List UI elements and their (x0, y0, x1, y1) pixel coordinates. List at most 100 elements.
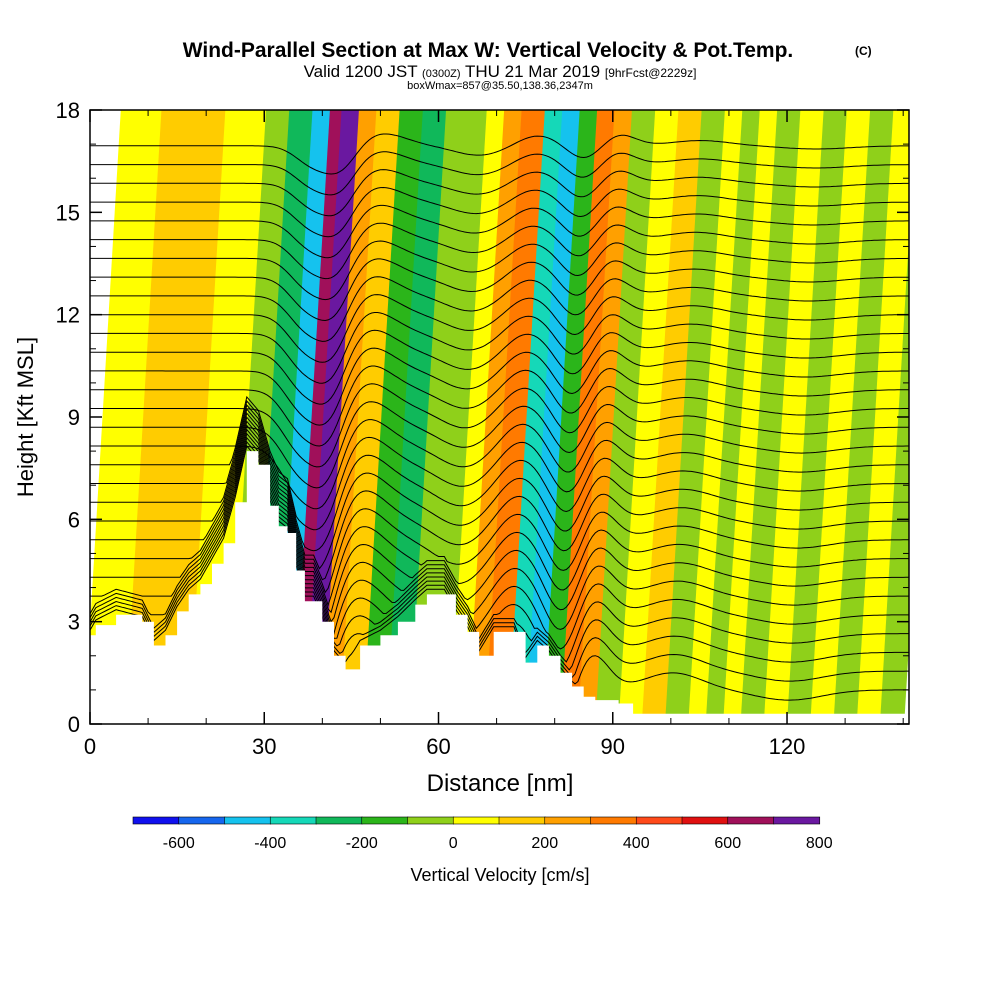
y-axis-label: Height [Kft MSL] (13, 337, 38, 497)
velocity-band (467, 110, 523, 724)
velocity-band (856, 110, 909, 724)
theta-contour (90, 347, 909, 426)
theta-contour (90, 204, 909, 259)
theta-contour (90, 432, 909, 663)
theta-contour (90, 365, 909, 447)
chart-subtitle: Valid 1200 JST (0300Z) THU 21 Mar 2019 [… (304, 62, 697, 81)
y-axis-ticks: 0 3 6 9 12 15 18 (56, 98, 909, 737)
theta-contour (90, 412, 909, 594)
colorbar-swatch (727, 816, 775, 825)
potential-temperature-contours (90, 133, 909, 701)
colorbar-tick-label: 600 (714, 835, 741, 852)
colorbar-swatch (132, 816, 180, 825)
velocity-band (705, 110, 761, 724)
plot-area (90, 110, 909, 724)
theta-contour (90, 312, 909, 384)
velocity-band (293, 110, 343, 724)
colorbar-swatch (773, 816, 821, 825)
y-tick-label: 3 (68, 610, 80, 635)
y-tick-label: 15 (56, 200, 80, 225)
velocity-band (153, 110, 227, 724)
velocity-band (484, 110, 546, 724)
colorbar-swatch (361, 816, 409, 825)
colorbar (132, 816, 821, 825)
y-tick-label: 0 (68, 712, 80, 737)
colorbar-label: Vertical Velocity [cm/s] (410, 865, 589, 885)
theta-contour (90, 416, 909, 607)
velocity-band (560, 110, 616, 724)
theta-contour (90, 258, 909, 322)
terrain-mask (90, 451, 909, 724)
valid-utc: (0300Z) (422, 68, 461, 80)
x-tick-label: 120 (769, 734, 806, 759)
theta-contour (90, 428, 909, 650)
velocity-band (688, 110, 744, 724)
colorbar-swatch (407, 816, 455, 825)
chart-title: Wind-Parallel Section at Max W: Vertical… (183, 39, 794, 62)
x-tick-label: 60 (426, 734, 450, 759)
theta-contour (90, 169, 909, 217)
velocity-band (339, 110, 401, 724)
velocity-band (409, 110, 488, 724)
theta-contour (90, 186, 909, 238)
colorbar-swatch (544, 816, 592, 825)
theta-contour (90, 419, 909, 510)
velocity-band (723, 110, 779, 724)
colorbar-ticks: -600 -400 -200 0 200 400 600 800 (163, 835, 833, 852)
velocity-band (810, 110, 872, 724)
colorbar-swatch (590, 816, 638, 825)
colorbar-tick-label: 0 (449, 835, 458, 852)
velocity-band (90, 110, 163, 724)
colorbar-swatch (178, 816, 226, 825)
theta-contour (90, 420, 909, 614)
theta-contour (90, 436, 909, 671)
x-tick-label: 90 (601, 734, 625, 759)
y-tick-label: 6 (68, 507, 80, 532)
colorbar-swatch (452, 816, 500, 825)
colorbar-tick-label: 800 (806, 835, 833, 852)
valid-fcst: [9hrFcst@2229z] (605, 66, 697, 80)
theta-contour (90, 294, 909, 363)
copyright-mark: (C) (855, 44, 872, 58)
theta-contour (90, 329, 909, 405)
theta-contour (90, 222, 909, 280)
colorbar-tick-label: 400 (623, 835, 650, 852)
theta-contour (90, 399, 909, 552)
colorbar-swatch (315, 816, 363, 825)
velocity-band (740, 110, 802, 724)
theta-contour (90, 440, 909, 682)
y-tick-label: 12 (56, 303, 80, 328)
velocity-band (595, 110, 657, 724)
y-tick-label: 18 (56, 98, 80, 123)
velocity-band (124, 110, 192, 724)
theta-contour (90, 151, 909, 196)
velocity-band (450, 110, 506, 724)
colorbar-tick-label: -600 (163, 835, 195, 852)
colorbar-swatch (681, 816, 729, 825)
colorbar-swatch (269, 816, 317, 825)
valid-date: THU 21 Mar 2019 (465, 62, 600, 81)
theta-contour (90, 276, 909, 342)
theta-contour (90, 240, 909, 301)
velocity-band (188, 110, 267, 724)
colorbar-tick-label: -200 (346, 835, 378, 852)
colorbar-swatch (635, 816, 683, 825)
velocity-band (787, 110, 848, 724)
x-axis-label: Distance [nm] (427, 770, 574, 797)
velocity-band (665, 110, 726, 724)
x-tick-label: 0 (84, 734, 96, 759)
theta-contour (90, 133, 909, 175)
theta-contour (90, 404, 909, 570)
theta-contour (90, 395, 909, 531)
velocity-band (879, 236, 909, 724)
valid-prefix: Valid 1200 JST (304, 62, 418, 81)
colorbar-tick-label: -400 (254, 835, 286, 852)
y-tick-label: 9 (68, 405, 80, 430)
theta-contour (90, 408, 909, 581)
theta-contour (90, 401, 909, 489)
box-info: boxWmax=857@35.50,138.36,2347m (407, 80, 593, 92)
colorbar-swatch (224, 816, 272, 825)
theta-contour (90, 444, 909, 701)
theta-contour (90, 424, 909, 630)
